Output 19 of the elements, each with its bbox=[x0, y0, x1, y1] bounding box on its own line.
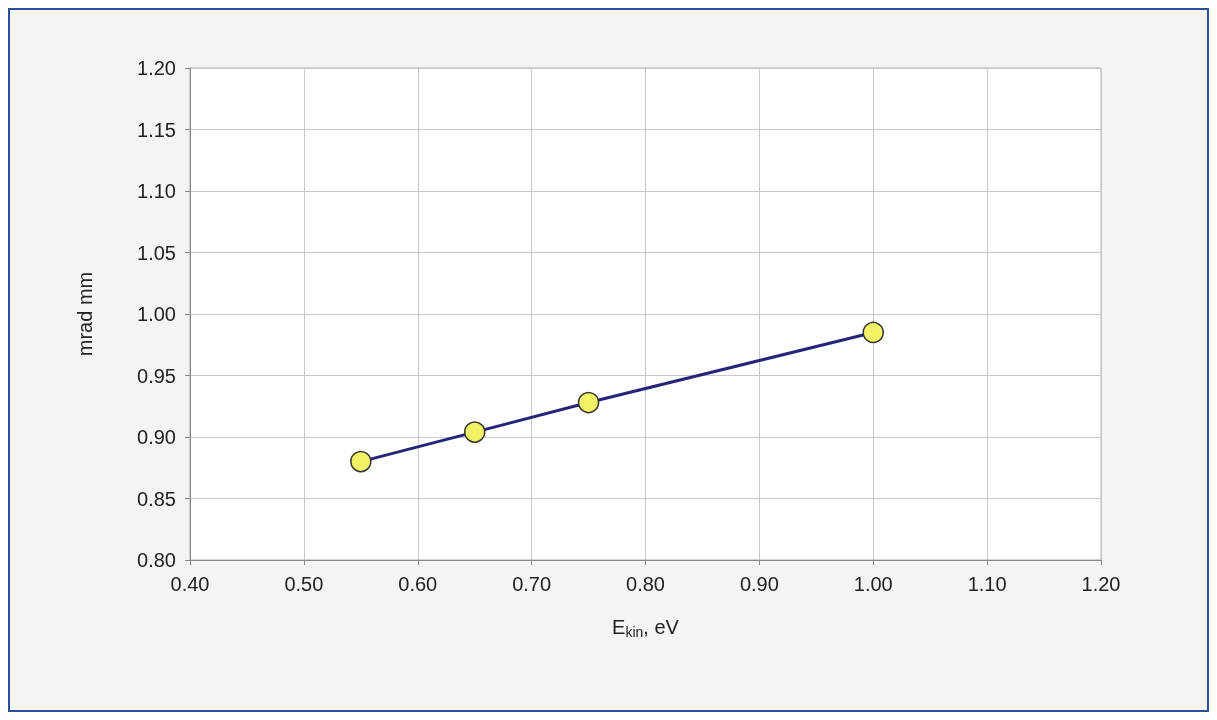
y-tick-label: 1.10 bbox=[137, 180, 176, 202]
x-tick-label: 0.40 bbox=[170, 573, 210, 595]
y-tick-label: 1.15 bbox=[137, 118, 176, 141]
x-tick-label: 0.80 bbox=[626, 573, 665, 595]
x-tick-label: 1.00 bbox=[853, 573, 893, 595]
x-tick-label: 1.10 bbox=[967, 573, 1007, 595]
y-tick-label: 0.85 bbox=[137, 487, 176, 510]
y-tick-label: 1.20 bbox=[137, 57, 176, 79]
x-tick-label: 1.20 bbox=[1081, 573, 1121, 595]
y-axis-title: mrad mm bbox=[74, 271, 96, 357]
x-tick-label: 0.70 bbox=[512, 573, 552, 595]
y-tick-label: 0.90 bbox=[137, 426, 176, 448]
y-tick-label: 0.95 bbox=[137, 364, 176, 387]
x-tick-label: 0.50 bbox=[284, 573, 324, 595]
y-tick-label: 1.05 bbox=[137, 241, 176, 264]
x-tick-label: 0.60 bbox=[398, 573, 438, 595]
y-tick-label: 0.80 bbox=[137, 549, 176, 571]
y-tick-label: 1.00 bbox=[137, 303, 176, 325]
x-tick-label: 0.90 bbox=[739, 573, 779, 595]
